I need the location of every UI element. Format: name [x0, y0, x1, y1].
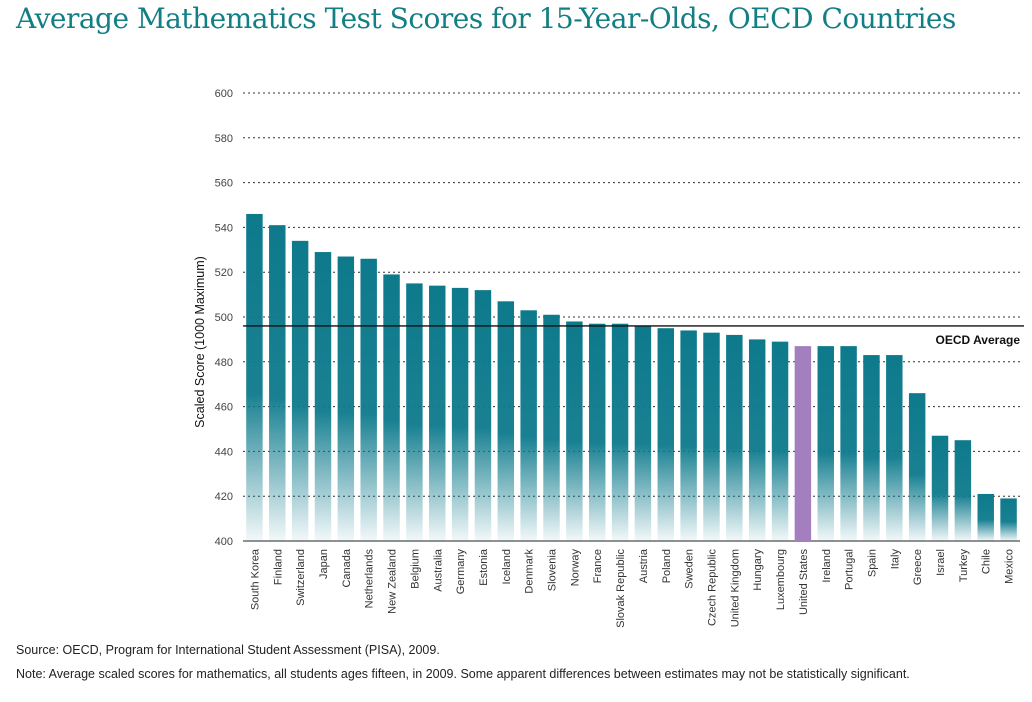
x-tick-label: Sweden: [684, 549, 696, 589]
y-tick-label: 500: [215, 312, 233, 324]
x-tick-label: Belgium: [409, 549, 421, 589]
x-tick-label: South Korea: [249, 548, 261, 610]
bar-slovenia: [543, 314, 560, 541]
x-axis-labels: South Korea Finland Switzerland Japan Canada…: [249, 548, 1015, 628]
oecd-average-reference: OECD Average: [243, 325, 1024, 347]
bar-poland: [657, 328, 675, 541]
oecd-average-label: OECD Average: [936, 333, 1021, 347]
x-tick-label: Portugal: [844, 549, 856, 590]
x-tick-label: Finland: [272, 549, 284, 585]
bar-belgium: [406, 283, 423, 541]
x-tick-label: Ireland: [821, 549, 833, 583]
x-tick-label: Hungary: [752, 549, 764, 591]
bar-turkey: [954, 440, 972, 541]
x-tick-label: Canada: [341, 548, 353, 587]
y-tick-label: 580: [215, 133, 233, 145]
y-tick-label: 400: [215, 536, 233, 548]
x-tick-label: Iceland: [501, 549, 513, 584]
x-tick-label: United States: [798, 549, 810, 616]
bar-france: [588, 323, 606, 541]
x-tick-label: Australia: [432, 548, 444, 592]
bar-norway: [566, 321, 583, 541]
bar-israel: [931, 435, 949, 541]
bar-portugal: [840, 346, 857, 541]
bar-united-kingdom: [726, 334, 743, 541]
y-axis-label: Scaled Score (1000 Maximum): [193, 256, 207, 428]
x-tick-label: Mexico: [1004, 549, 1016, 584]
y-axis-ticks: 400 420 440 460 480 500 520 540 560 580 600: [215, 88, 233, 548]
x-tick-label: Chile: [981, 549, 993, 574]
x-tick-label: Czech Republic: [706, 549, 718, 627]
source-note: Source: OECD, Program for International …: [16, 643, 440, 657]
y-tick-label: 420: [215, 491, 233, 503]
x-tick-label: Austria: [638, 548, 650, 583]
x-tick-label: Israel: [935, 549, 947, 576]
x-tick-label: Luxembourg: [775, 549, 787, 610]
bars: [246, 213, 1017, 542]
bar-sweden: [680, 330, 697, 541]
x-tick-label: Spain: [866, 549, 878, 577]
bar-canada: [337, 256, 355, 541]
x-tick-label: Italy: [889, 549, 901, 570]
y-tick-label: 520: [215, 267, 233, 279]
x-tick-label: Netherlands: [364, 549, 376, 609]
x-tick-label: Japan: [318, 549, 330, 579]
x-tick-label: Turkey: [958, 549, 970, 583]
x-tick-label: France: [592, 549, 604, 583]
bar-hungary: [748, 339, 766, 541]
x-tick-label: Denmark: [524, 549, 536, 594]
bar-mexico: [1000, 498, 1017, 541]
bar-germany: [451, 287, 469, 541]
x-tick-label: Slovenia: [547, 548, 559, 591]
bar-luxembourg: [771, 341, 789, 541]
bar-austria: [634, 325, 652, 541]
bar-italy: [886, 355, 903, 541]
bar-ireland: [817, 346, 834, 541]
y-tick-label: 460: [215, 402, 233, 414]
y-tick-label: 440: [215, 446, 233, 458]
bar-chile: [977, 493, 994, 541]
bar-iceland: [497, 301, 515, 541]
bar-new-zealand: [383, 274, 400, 541]
bar-greece: [908, 393, 926, 541]
x-tick-label: Switzerland: [295, 549, 307, 606]
bar-japan: [314, 252, 332, 542]
x-tick-label: Norway: [569, 549, 581, 587]
bar-netherlands: [360, 258, 377, 541]
y-tick-label: 600: [215, 88, 233, 100]
y-tick-label: 540: [215, 222, 233, 234]
bar-south-korea: [246, 213, 263, 541]
gridlines: [243, 92, 1020, 542]
x-tick-label: Greece: [912, 549, 924, 585]
bar-australia: [429, 285, 446, 541]
x-tick-label: United Kingdom: [729, 549, 741, 627]
x-tick-label: Estonia: [478, 548, 490, 586]
footnote: Note: Average scaled scores for mathemat…: [16, 667, 910, 681]
bar-denmark: [520, 310, 537, 541]
bar-chart: 400 420 440 460 480 500 520 540 560 580 600 OECD A…: [193, 88, 1024, 628]
bar-switzerland: [291, 240, 309, 541]
y-tick-label: 560: [215, 178, 233, 190]
chart-title: Average Mathematics Test Scores for 15-Y…: [16, 2, 956, 35]
bar-czech-republic: [703, 332, 720, 541]
x-tick-label: Poland: [661, 549, 673, 583]
bar-spain: [863, 355, 880, 541]
bar-estonia: [474, 290, 492, 541]
x-tick-label: Germany: [455, 549, 467, 595]
bar-slovak-republic: [611, 323, 629, 541]
y-tick-label: 480: [215, 357, 233, 369]
x-tick-label: Slovak Republic: [615, 549, 627, 628]
x-tick-label: New Zealand: [387, 549, 399, 614]
bar-united-states: [794, 346, 812, 541]
bar-finland: [269, 225, 286, 541]
